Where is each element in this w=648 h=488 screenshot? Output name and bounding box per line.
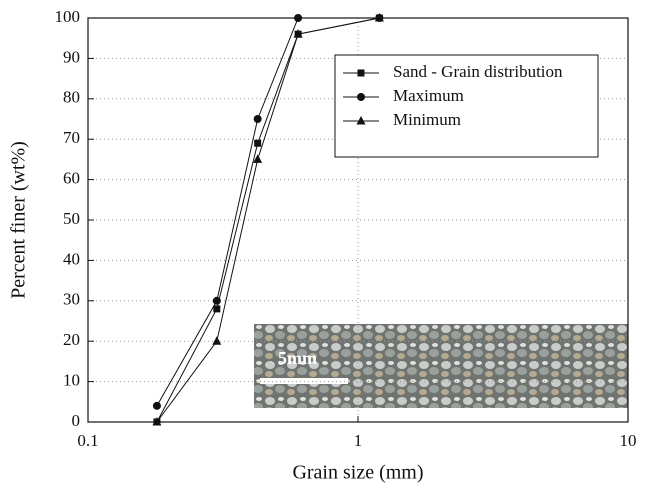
y-tick-label: 20 [63,330,80,349]
legend-label: Maximum [393,86,464,105]
chart: 5mm Grain size (mm) Percent finer (wt%) … [0,0,648,488]
y-tick-label: 30 [63,290,80,309]
marker [213,297,221,305]
scale-bar [260,378,348,384]
marker [254,115,262,123]
marker [357,93,365,101]
y-tick-label: 100 [55,7,81,26]
scale-label: 5mm [278,348,317,368]
y-tick-label: 60 [63,169,80,188]
marker [212,336,221,345]
y-tick-label: 80 [63,88,80,107]
y-tick-label: 0 [72,411,81,430]
y-tick-label: 40 [63,249,80,268]
photo-inset: 5mm [254,324,628,408]
marker [254,140,261,147]
x-tick-label: 1 [354,431,363,450]
y-tick-label: 10 [63,371,80,390]
legend-label: Sand - Grain distribution [393,62,563,81]
x-tick-label: 10 [620,431,637,450]
x-tick-label: 0.1 [77,431,98,450]
marker [294,14,302,22]
y-tick-label: 50 [63,209,80,228]
marker [213,305,220,312]
y-tick-label: 70 [63,128,80,147]
x-axis-label: Grain size (mm) [292,462,423,484]
y-tick-label: 90 [63,47,80,66]
marker [153,402,161,410]
marker [358,70,365,77]
legend-label: Minimum [393,110,461,129]
legend: Sand - Grain distribution Maximum Minimum [335,55,598,157]
y-axis-label: Percent finer (wt%) [8,141,30,299]
